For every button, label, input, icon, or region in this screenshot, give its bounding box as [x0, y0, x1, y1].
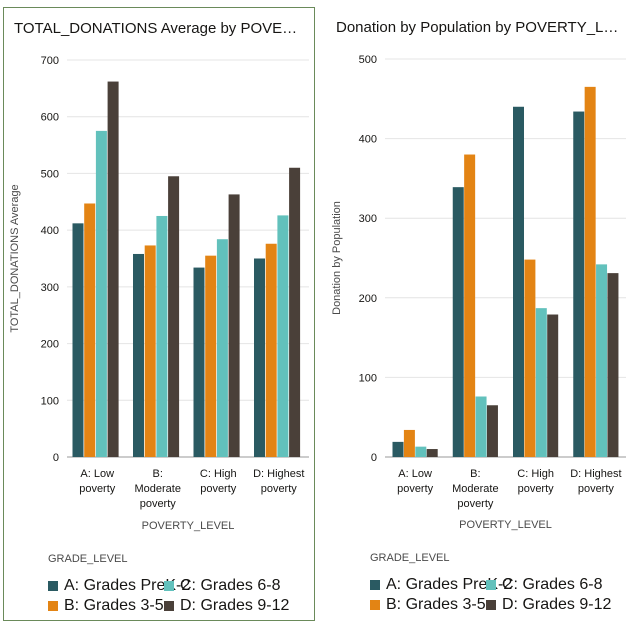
- y-tick-label: 100: [359, 372, 377, 384]
- legend-label: B: Grades 3-5: [64, 597, 164, 614]
- bar: [72, 223, 84, 457]
- x-tick-label: poverty: [79, 483, 116, 495]
- bar: [513, 106, 524, 457]
- x-tick-label: C: High: [200, 468, 237, 480]
- bar: [392, 441, 404, 457]
- x-axis-title: POVERTY_LEVEL: [459, 519, 552, 531]
- bar: [415, 446, 427, 457]
- x-tick-label: A: Low: [80, 468, 114, 480]
- legend-item-right-d[interactable]: D: Grades 9-12: [486, 596, 611, 614]
- x-tick-label: poverty: [397, 483, 434, 495]
- bar: [464, 154, 476, 457]
- bar: [84, 203, 96, 457]
- legend-label: D: Grades 9-12: [502, 596, 612, 613]
- legend-label: A: Grades PreK-2: [386, 576, 513, 593]
- bar: [596, 264, 608, 457]
- chart-panel-left: TOTAL_DONATIONS Average by POVERTY… 0 100…: [3, 7, 315, 621]
- y-tick-label: 500: [359, 54, 377, 66]
- legend-swatch-icon: [164, 581, 174, 591]
- y-tick-label: 200: [41, 339, 59, 351]
- x-tick-label: C: High: [517, 468, 554, 480]
- x-tick-label: poverty: [261, 483, 298, 495]
- bar: [524, 259, 536, 457]
- y-tick-label: 700: [41, 55, 59, 67]
- bar: [216, 239, 228, 457]
- x-tick-label: poverty: [457, 498, 494, 510]
- bar: [156, 215, 168, 457]
- legend-swatch-icon: [370, 600, 380, 610]
- legend-swatch-icon: [164, 601, 174, 611]
- legend-item-right-b[interactable]: B: Grades 3-5: [370, 596, 486, 614]
- bar: [584, 86, 596, 458]
- bar-chart-right: 0 100 200 300 400 500 Donation by Population A:…: [331, 54, 626, 531]
- bar: [254, 258, 265, 457]
- legend-swatch-icon: [370, 580, 380, 590]
- x-tick-label: Moderate: [452, 483, 498, 495]
- x-tick-label: B:: [153, 468, 163, 480]
- bar: [168, 176, 180, 457]
- legend-label: C: Grades 6-8: [502, 576, 603, 593]
- x-tick-label: D: Highest: [570, 468, 621, 480]
- legend-item-left-b[interactable]: B: Grades 3-5: [48, 597, 164, 615]
- bar: [535, 308, 547, 457]
- legend-item-left-d[interactable]: D: Grades 9-12: [164, 597, 289, 615]
- legend-swatch-icon: [486, 600, 496, 610]
- y-axis-title: Donation by Population: [331, 201, 343, 315]
- bar: [107, 81, 119, 458]
- x-tick-label: B:: [470, 468, 480, 480]
- legend-swatch-icon: [48, 601, 58, 611]
- bar: [228, 194, 240, 458]
- x-tick-label: poverty: [200, 483, 237, 495]
- bar: [486, 405, 498, 457]
- x-tick-label: poverty: [140, 498, 177, 510]
- bar: [277, 215, 289, 457]
- y-tick-label: 100: [41, 395, 59, 407]
- legend-swatch-icon: [486, 580, 496, 590]
- bar: [475, 396, 487, 457]
- bar: [205, 255, 217, 457]
- bar: [265, 243, 277, 457]
- y-tick-label: 200: [359, 293, 377, 305]
- legend-label: C: Grades 6-8: [180, 577, 281, 594]
- bar: [193, 267, 205, 457]
- chart-panel-right: Donation by Population by POVERTY_LEV… 0…: [322, 0, 626, 626]
- x-tick-label: poverty: [578, 483, 615, 495]
- legend-item-right-a[interactable]: A: Grades PreK-2: [370, 576, 512, 594]
- bar: [403, 429, 415, 457]
- bar-chart-left: 0 100 200 300 400 500 600 700 TOTAL_DONATIONS Av…: [9, 55, 309, 532]
- bar: [607, 273, 619, 457]
- bar: [133, 253, 144, 457]
- bar: [289, 167, 301, 457]
- y-tick-label: 300: [41, 282, 59, 294]
- bar: [426, 449, 438, 457]
- y-tick-label: 400: [41, 225, 59, 237]
- legend-label: D: Grades 9-12: [180, 597, 290, 614]
- bar: [95, 130, 107, 457]
- y-axis-title: TOTAL_DONATIONS Average: [9, 184, 21, 332]
- x-tick-label: D: Highest: [253, 468, 304, 480]
- legend-item-right-c[interactable]: C: Grades 6-8: [486, 576, 602, 594]
- legend-item-left-a[interactable]: A: Grades PreK-2: [48, 577, 190, 595]
- bar: [452, 187, 464, 457]
- y-tick-label: 0: [371, 452, 377, 464]
- legend-label: B: Grades 3-5: [386, 596, 486, 613]
- legend-title-right: GRADE_LEVEL: [370, 552, 450, 564]
- y-tick-label: 300: [359, 213, 377, 225]
- y-tick-label: 600: [41, 112, 59, 124]
- legend-title-left: GRADE_LEVEL: [48, 553, 128, 565]
- x-tick-label: poverty: [518, 483, 555, 495]
- x-tick-label: Moderate: [135, 483, 181, 495]
- y-tick-label: 500: [41, 168, 59, 180]
- bar: [144, 245, 156, 457]
- legend-label: A: Grades PreK-2: [64, 577, 191, 594]
- y-tick-label: 400: [359, 134, 377, 146]
- x-tick-label: A: Low: [398, 468, 432, 480]
- y-tick-label: 0: [53, 452, 59, 464]
- legend-item-left-c[interactable]: C: Grades 6-8: [164, 577, 280, 595]
- bar: [573, 111, 585, 457]
- legend-swatch-icon: [48, 581, 58, 591]
- bar: [547, 314, 559, 457]
- x-axis-title: POVERTY_LEVEL: [142, 520, 235, 532]
